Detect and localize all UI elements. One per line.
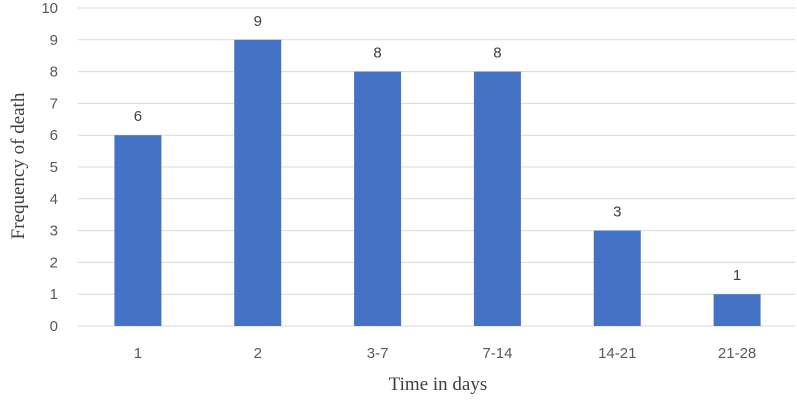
data-label-2: 9 (254, 13, 262, 30)
data-label-background (130, 107, 146, 131)
x-axis-title: Time in days (389, 374, 488, 395)
x-axis-ticks: 1 2 3-7 7-14 14-21 21-28 (134, 345, 757, 362)
y-tick-label: 9 (50, 32, 58, 49)
data-label-background (250, 11, 265, 35)
y-tick-label: 6 (50, 127, 58, 144)
y-tick-label: 2 (50, 254, 58, 271)
bar-1 (114, 135, 162, 326)
y-tick-label: 1 (50, 286, 58, 303)
bar-21-28 (713, 294, 761, 326)
y-tick-label: 10 (41, 0, 58, 17)
data-label-background (490, 43, 505, 67)
y-tick-label: 5 (50, 159, 58, 176)
x-tick-label-21-28: 21-28 (718, 345, 756, 362)
x-tick-label-14-21: 14-21 (598, 345, 636, 362)
data-label-3-7: 8 (373, 45, 381, 62)
data-label-1: 6 (134, 108, 142, 125)
bar-7-14 (473, 71, 521, 326)
data-label-background (610, 202, 625, 226)
y-tick-label: 3 (50, 223, 58, 240)
data-label-14-21: 3 (613, 204, 621, 221)
data-label-background (729, 266, 745, 290)
bar-2 (234, 39, 282, 327)
y-tick-label: 4 (50, 191, 58, 208)
y-tick-label: 7 (50, 95, 58, 112)
x-tick-label-1: 1 (134, 345, 142, 362)
y-axis-title: Frequency of death (8, 92, 29, 239)
x-tick-label-3-7: 3-7 (367, 345, 389, 362)
y-tick-label: 8 (50, 64, 58, 81)
data-label-background (370, 43, 385, 67)
data-label-7-14: 8 (493, 45, 501, 62)
y-tick-label: 0 (50, 318, 58, 335)
data-labels: 6 9 8 8 3 1 (130, 11, 745, 290)
bar-3-7 (354, 71, 402, 326)
gridlines (78, 7, 795, 327)
x-tick-label-7-14: 7-14 (482, 345, 512, 362)
bars (114, 39, 761, 327)
data-label-21-28: 1 (733, 267, 741, 284)
bar-14-21 (593, 230, 641, 326)
x-tick-label-2: 2 (254, 345, 262, 362)
y-axis-ticks: 0 1 2 3 4 5 6 7 8 9 10 (41, 0, 58, 335)
